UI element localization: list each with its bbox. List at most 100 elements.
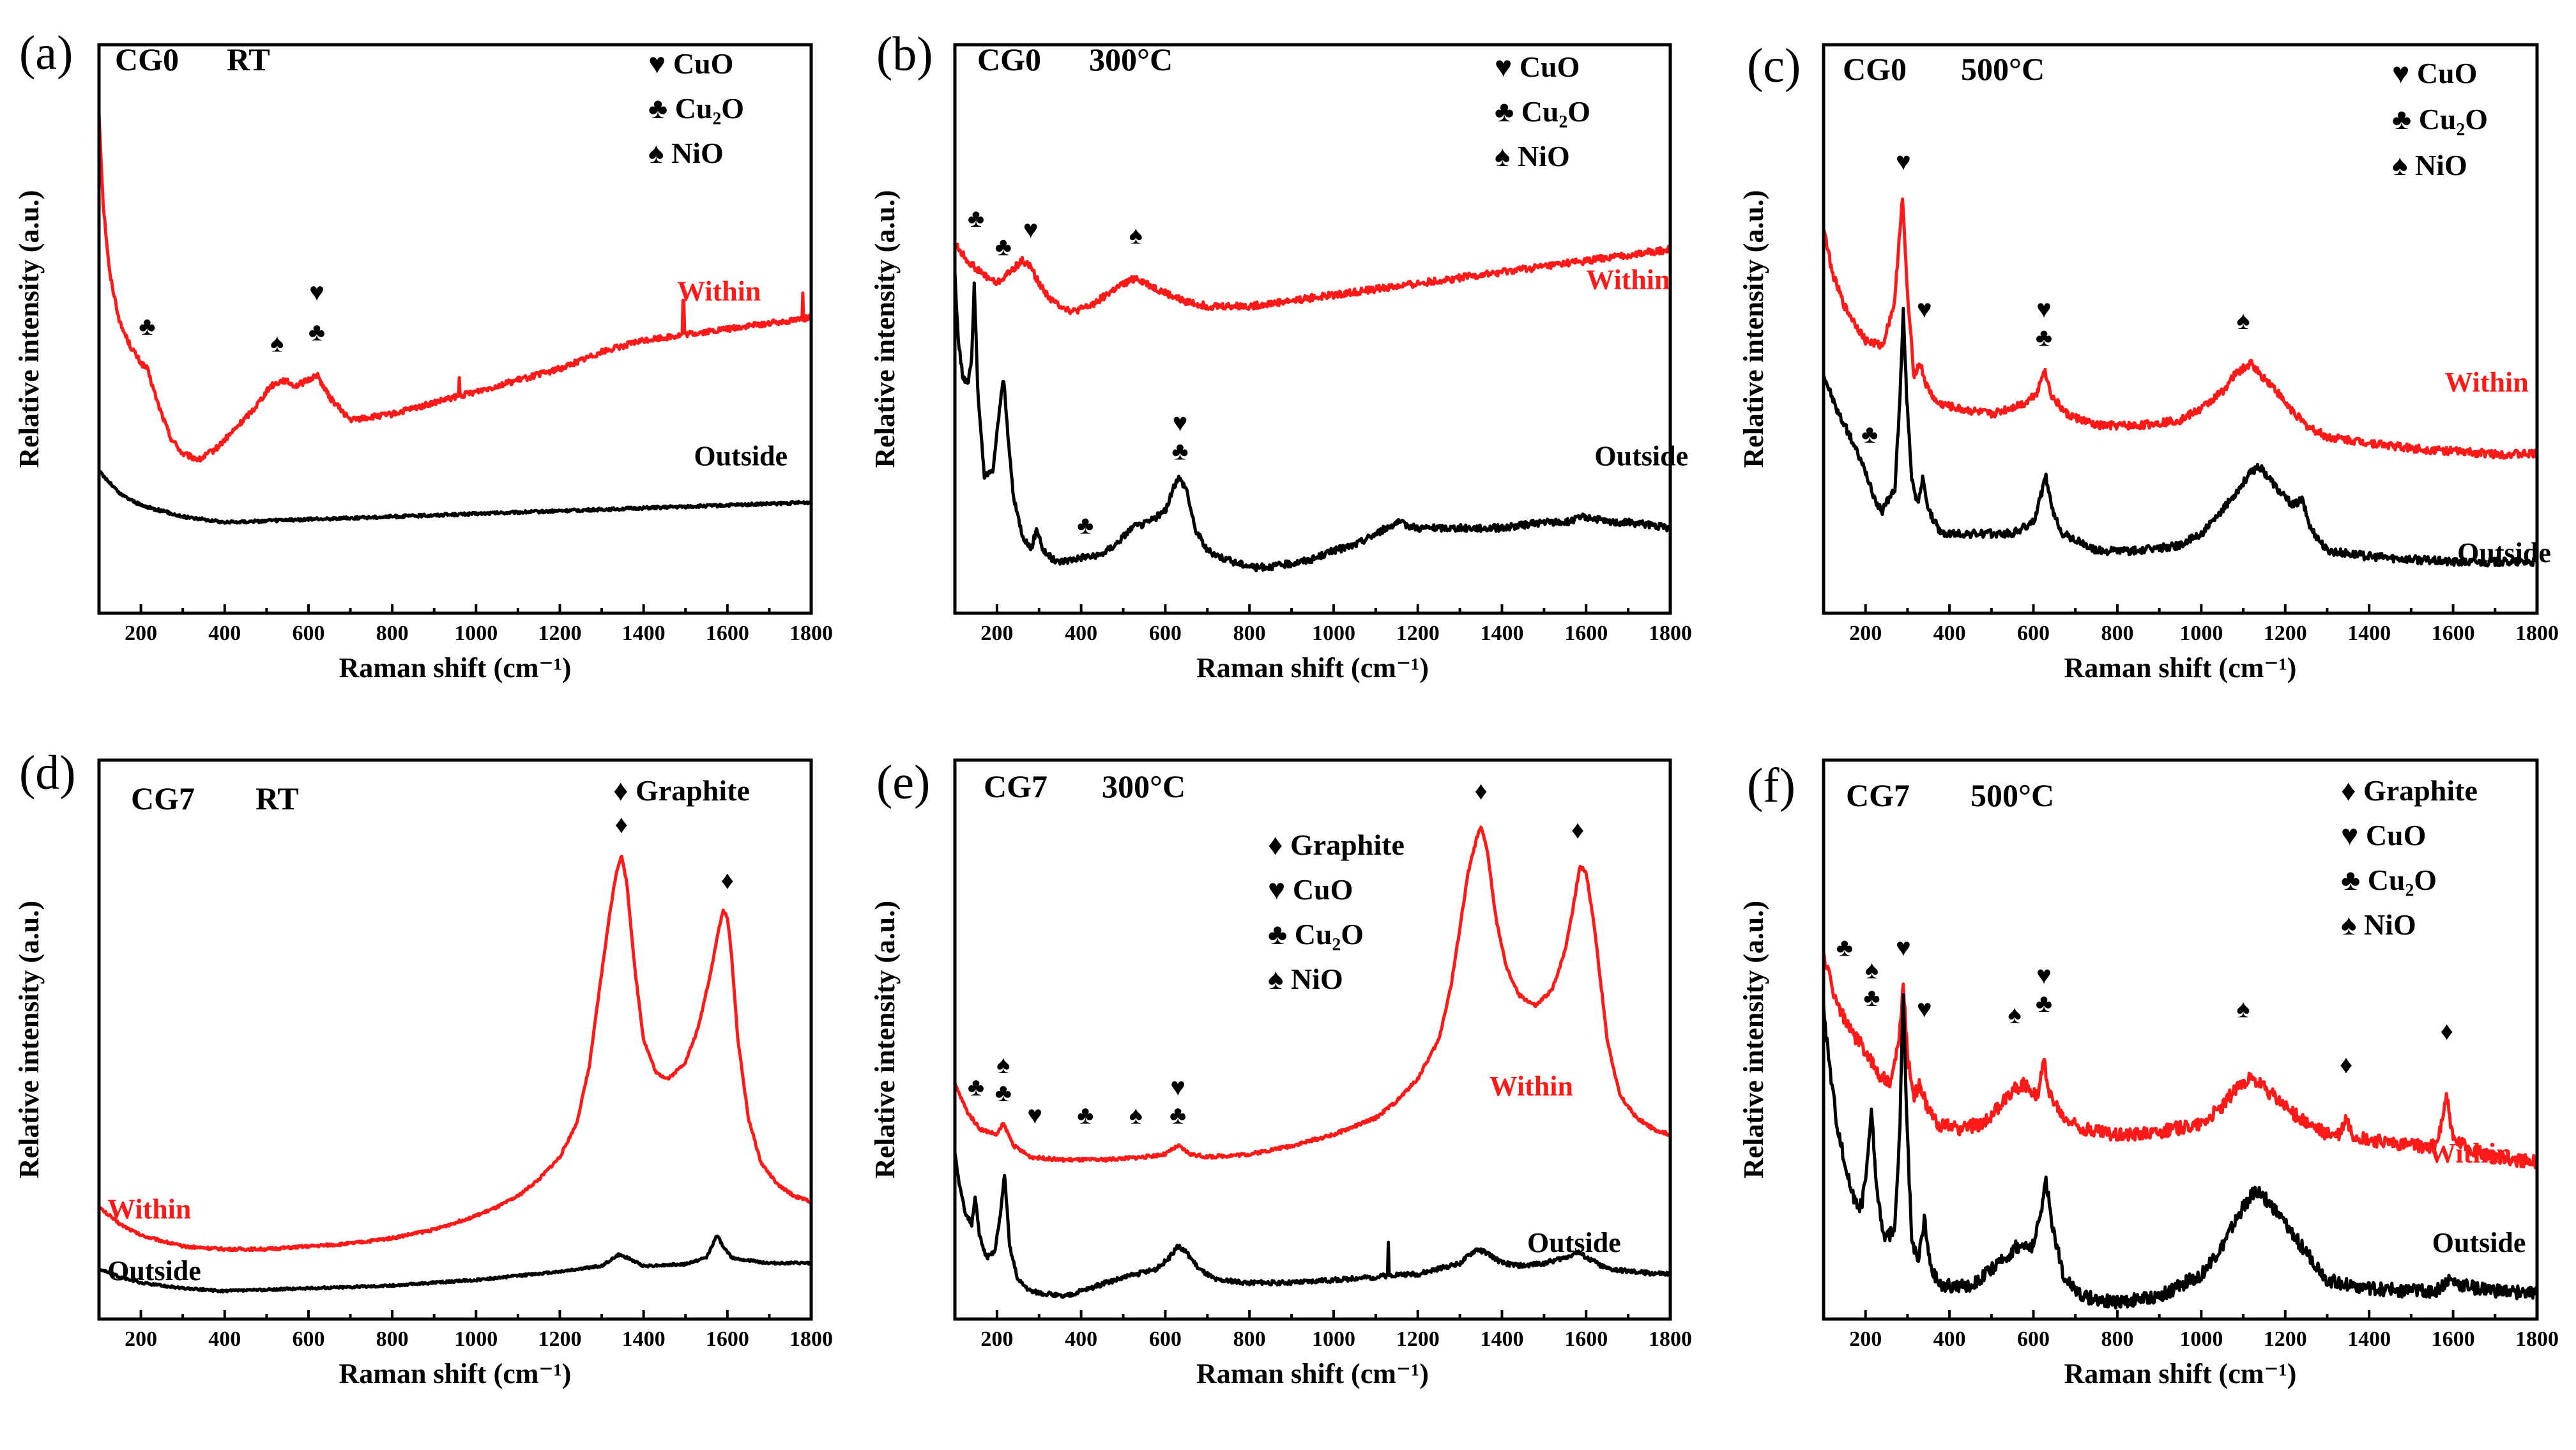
cuo-marker-icon: ♥ (1170, 1072, 1185, 1101)
y-axis-label: Relative intensity (a.u.) (1738, 901, 1769, 1179)
series-within-label: Within (2428, 1138, 2511, 1169)
panel-f: Within Outside 200 400 600 800 1000 1200 1400 160… (1738, 758, 2559, 1389)
cuo-icon: ♥ (2341, 819, 2366, 851)
cu2o-marker-icon: ♣ (995, 232, 1012, 261)
panel-a: Within Outside 200 400 600 800 1000 1200 1400 160… (13, 26, 833, 683)
cu2o-marker-icon: ♣ (995, 1078, 1012, 1107)
legend-label: NiO (1291, 963, 1343, 995)
nio-marker-icon: ♠ (996, 1050, 1010, 1079)
legend-item-cuo: ♥ CuO (2341, 819, 2426, 851)
sample-title: CG0 (1843, 51, 1907, 87)
x-tick-label: 1600 (706, 1327, 749, 1351)
graphite-marker-icon: ♦ (721, 866, 734, 894)
cuo-marker-icon: ♥ (1027, 1101, 1042, 1129)
legend-label: CuO (1293, 873, 1353, 906)
legend-item-nio: ♠ NiO (1268, 963, 1343, 995)
nio-marker-icon: ♠ (2236, 306, 2250, 335)
panel-tag: (a) (19, 26, 73, 80)
graphite-marker-icon: ♦ (2340, 1050, 2352, 1079)
cu2o-marker-icon: ♣ (968, 1072, 984, 1101)
legend-item-cuo: ♥ CuO (2392, 57, 2477, 89)
cu2o-marker-icon: ♣ (2036, 323, 2052, 352)
x-tick-label: 1000 (1312, 622, 1355, 645)
cuo-icon: ♥ (1268, 873, 1293, 906)
cu2o-icon: ♣ (2341, 864, 2368, 896)
legend-item-graphite: ♦ Graphite (1268, 828, 1405, 861)
x-tick-label: 1600 (706, 622, 749, 645)
nio-marker-icon: ♠ (1129, 1101, 1143, 1129)
condition-title: 500°C (1961, 51, 2045, 87)
x-tick-label: 400 (208, 622, 241, 645)
x-tick-label: 200 (980, 622, 1013, 645)
panel-tag: (d) (19, 746, 76, 800)
panel-tag: (b) (876, 27, 933, 81)
panel-tag: (f) (1747, 759, 1795, 813)
legend-item-cu2o: ♣ Cu₂O (648, 92, 744, 125)
nio-marker-icon: ♠ (1865, 955, 1879, 984)
y-axis-label: Relative intensity (a.u.) (869, 901, 901, 1179)
condition-title: 500°C (1970, 777, 2054, 813)
x-tick-label: 400 (1065, 1327, 1097, 1351)
graphite-marker-icon: ♦ (1474, 776, 1487, 805)
legend-label: Graphite (1290, 828, 1405, 861)
nio-marker-icon: ♠ (2008, 1000, 2021, 1028)
x-tick-label: 1800 (1649, 1327, 1692, 1351)
legend-label: NiO (2415, 149, 2467, 181)
x-tick-label: 1400 (622, 622, 666, 645)
x-tick-label: 200 (980, 1327, 1013, 1351)
cu2o-icon: ♣ (2392, 103, 2419, 135)
x-tick-label: 200 (125, 622, 157, 645)
cu2o-icon: ♣ (1268, 918, 1295, 950)
legend-item-cuo: ♥ CuO (648, 47, 733, 80)
x-tick-label: 1400 (1480, 622, 1523, 645)
series-within-label: Within (107, 1194, 191, 1225)
y-axis-label: Relative intensity (a.u.) (13, 190, 45, 468)
nio-marker-icon: ♠ (270, 329, 284, 358)
x-tick-label: 1400 (622, 1327, 666, 1351)
sample-title: CG7 (984, 768, 1048, 804)
x-tick-label: 600 (292, 1327, 324, 1351)
legend-label: NiO (671, 137, 724, 169)
plot-frame (953, 758, 1672, 1321)
cuo-marker-icon: ♥ (1917, 294, 1932, 323)
sample-title: CG7 (1846, 777, 1910, 813)
x-tick-label: 1000 (1312, 1327, 1355, 1351)
series-outside-line (955, 1151, 1670, 1299)
legend-label: Graphite (636, 774, 750, 807)
legend-item-cu2o: ♣ Cu₂O (2392, 103, 2488, 135)
series-within-label: Within (2444, 367, 2528, 398)
plot-frame (953, 43, 1672, 615)
x-tick-label: 1000 (2179, 1327, 2223, 1351)
series-within-label: Within (677, 276, 761, 307)
x-tick-label: 600 (2017, 1327, 2050, 1351)
x-tick-label: 1800 (2515, 622, 2559, 645)
condition-title: 300°C (1089, 42, 1173, 77)
plot-frame (97, 43, 813, 615)
series-outside-label: Outside (694, 441, 788, 472)
cuo-marker-icon: ♥ (1023, 215, 1039, 244)
cuo-marker-icon: ♥ (1917, 995, 1932, 1023)
cu2o-marker-icon: ♣ (1861, 420, 1878, 448)
x-tick-label: 400 (1065, 622, 1097, 645)
panel-e: Within Outside 200 400 600 800 1000 1200 1400 160… (869, 756, 1692, 1389)
cuo-marker-icon: ♥ (2036, 961, 2052, 989)
series-outside-line (99, 469, 811, 525)
plot-frame (1822, 758, 2539, 1321)
graphite-icon: ♦ (2341, 774, 2363, 807)
x-tick-label: 1600 (2432, 622, 2475, 645)
cu2o-icon: ♣ (1495, 95, 1521, 128)
legend-label: Cu₂O (2419, 103, 2488, 135)
x-tick-label: 1600 (1564, 1327, 1608, 1351)
legend-label: CuO (673, 47, 734, 80)
x-tick-label: 1800 (789, 1327, 833, 1351)
legend-item-cu2o: ♣ Cu₂O (1495, 95, 1590, 128)
panel-b: Within Outside 200 400 600 800 1000 1200 1400 160… (869, 27, 1692, 683)
x-tick-label: 1000 (454, 1327, 498, 1351)
legend-item-graphite: ♦ Graphite (613, 774, 750, 807)
series-within-line (99, 112, 811, 463)
nio-icon: ♠ (2341, 908, 2364, 941)
condition-title: 300°C (1102, 768, 1185, 804)
x-axis-label: Raman shift (cm⁻¹) (339, 1358, 572, 1389)
x-tick-label: 1000 (2179, 622, 2223, 645)
sample-title: CG0 (115, 42, 179, 77)
